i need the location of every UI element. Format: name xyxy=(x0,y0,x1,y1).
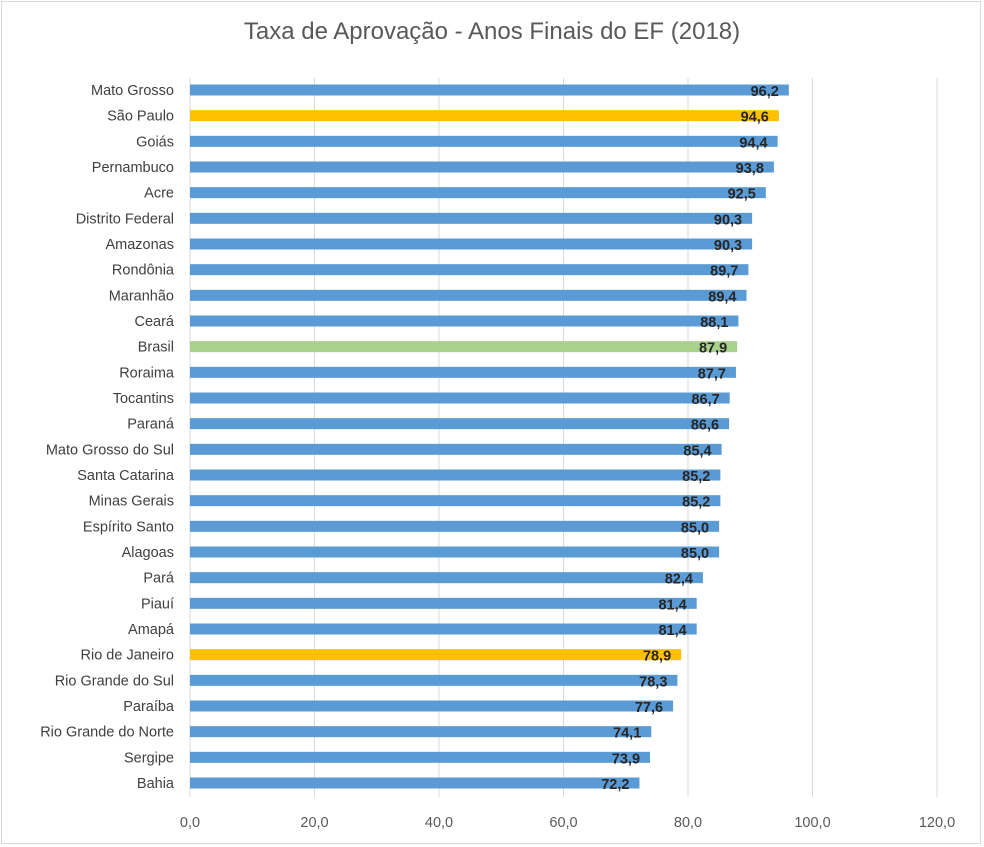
chart-title: Taxa de Aprovação - Anos Finais do EF (2… xyxy=(243,18,741,45)
bar xyxy=(190,84,789,96)
category-label: Pernambuco xyxy=(92,160,174,176)
x-tick-label: 40,0 xyxy=(425,815,453,831)
x-tick-label: 120,0 xyxy=(919,815,955,831)
data-label: 87,9 xyxy=(699,341,727,357)
data-label: 73,9 xyxy=(612,751,640,767)
category-label: Paraíba xyxy=(123,699,175,715)
category-label: Rio de Janeiro xyxy=(81,648,175,664)
category-label: Roraima xyxy=(119,365,175,381)
data-label: 78,9 xyxy=(643,649,671,665)
bar xyxy=(190,392,730,404)
category-label: Minas Gerais xyxy=(89,494,174,510)
bar xyxy=(190,443,722,455)
category-label: Maranhão xyxy=(109,288,174,304)
bar xyxy=(190,110,779,122)
category-label: Santa Catarina xyxy=(77,468,175,484)
bar xyxy=(190,161,774,173)
x-tick-label: 80,0 xyxy=(674,815,702,831)
data-label: 85,4 xyxy=(683,443,711,459)
bar xyxy=(190,187,766,199)
category-label: Amapá xyxy=(128,622,175,638)
data-label: 86,7 xyxy=(691,392,719,408)
data-label: 82,4 xyxy=(665,572,693,588)
category-label: Espírito Santo xyxy=(83,519,174,535)
category-label: Piauí xyxy=(141,596,174,612)
data-label: 85,0 xyxy=(681,520,709,536)
data-label: 94,6 xyxy=(741,110,769,126)
x-tick-label: 60,0 xyxy=(549,815,577,831)
bar xyxy=(190,649,682,661)
data-label: 81,4 xyxy=(658,623,686,639)
bar xyxy=(190,726,652,738)
bar xyxy=(190,212,753,224)
bar xyxy=(190,546,720,558)
data-label: 87,7 xyxy=(698,366,726,382)
category-label: Rio Grande do Norte xyxy=(40,725,174,741)
data-label: 86,6 xyxy=(691,418,719,434)
bar xyxy=(190,341,738,353)
category-label: Brasil xyxy=(138,340,174,356)
category-label: Sergipe xyxy=(124,750,174,766)
category-label: Goiás xyxy=(136,134,174,150)
data-label: 81,4 xyxy=(658,597,686,613)
data-label: 89,4 xyxy=(708,289,736,305)
data-label: 74,1 xyxy=(613,726,641,742)
category-label: Distrito Federal xyxy=(76,211,174,227)
data-label: 78,3 xyxy=(639,674,667,690)
bar xyxy=(190,135,778,147)
bar xyxy=(190,418,730,430)
data-label: 88,1 xyxy=(700,315,728,331)
x-tick-label: 100,0 xyxy=(794,815,830,831)
category-label: Bahia xyxy=(137,776,175,792)
data-label: 90,3 xyxy=(714,212,742,228)
data-label: 94,4 xyxy=(739,135,767,151)
data-label: 85,2 xyxy=(682,495,710,511)
bar xyxy=(190,597,697,609)
bar xyxy=(190,495,721,507)
bar xyxy=(190,366,736,378)
category-label: Acre xyxy=(144,186,174,202)
category-label: Rondônia xyxy=(112,263,175,279)
bar xyxy=(190,700,674,712)
category-label: Pará xyxy=(143,571,175,587)
category-label: Alagoas xyxy=(122,545,174,561)
category-label: Ceará xyxy=(135,314,175,330)
data-label: 92,5 xyxy=(728,187,756,203)
data-label: 93,8 xyxy=(736,161,764,177)
data-label: 89,7 xyxy=(710,264,738,280)
bar xyxy=(190,674,678,686)
category-label: Mato Grosso do Sul xyxy=(46,442,174,458)
data-label: 77,6 xyxy=(635,700,663,716)
category-label: Tocantins xyxy=(113,391,174,407)
category-label: Amazonas xyxy=(105,237,174,253)
category-label: Rio Grande do Sul xyxy=(55,673,174,689)
bar xyxy=(190,751,651,763)
bar xyxy=(190,777,640,789)
bar xyxy=(190,289,747,301)
bar xyxy=(190,469,721,481)
category-label: Paraná xyxy=(127,417,175,433)
bar xyxy=(190,520,720,532)
bar xyxy=(190,572,703,584)
data-label: 72,2 xyxy=(601,777,629,793)
data-label: 90,3 xyxy=(714,238,742,254)
data-label: 96,2 xyxy=(751,84,779,100)
bar xyxy=(190,264,749,276)
data-label: 85,0 xyxy=(681,546,709,562)
x-tick-label: 0,0 xyxy=(180,815,200,831)
data-label: 85,2 xyxy=(682,469,710,485)
category-label: São Paulo xyxy=(107,109,174,125)
bar xyxy=(190,623,697,635)
x-tick-label: 20,0 xyxy=(300,815,328,831)
bar xyxy=(190,238,753,250)
category-label: Mato Grosso xyxy=(91,83,174,99)
bar xyxy=(190,315,739,327)
